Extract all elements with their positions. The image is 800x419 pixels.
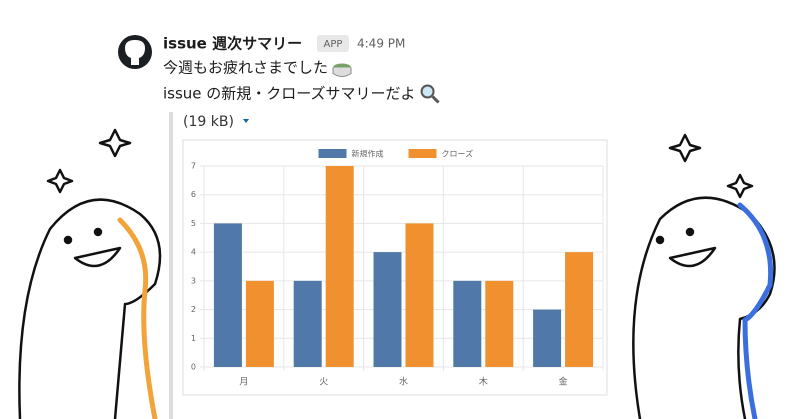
y-tick-label: 6	[191, 190, 196, 199]
file-size[interactable]: (19 kB)	[183, 114, 234, 130]
y-tick-label: 7	[191, 162, 196, 171]
y-tick-label: 3	[191, 276, 196, 285]
legend-swatch	[318, 149, 347, 158]
bar	[325, 166, 354, 367]
tea-emoji	[332, 63, 352, 77]
legend-label: 新規作成	[352, 149, 384, 159]
bar	[453, 280, 482, 367]
message-line: issue の新規・クローズサマリーだよ	[163, 85, 416, 103]
bar	[485, 280, 514, 367]
app-badge: APP	[324, 39, 343, 50]
sender-name[interactable]: issue 週次サマリー	[163, 35, 302, 53]
bar	[213, 223, 242, 367]
expand-toggle[interactable]	[243, 119, 249, 123]
legend-label: クローズ	[442, 149, 474, 159]
search-emoji	[420, 84, 440, 104]
x-tick-label: 月	[239, 377, 248, 388]
attachment-bar	[169, 112, 173, 419]
bar	[565, 252, 594, 367]
timestamp[interactable]: 4:49 PM	[357, 37, 405, 51]
y-tick-label: 5	[191, 219, 196, 228]
bar	[293, 280, 322, 367]
bar	[533, 309, 562, 367]
x-tick-label: 金	[559, 376, 568, 388]
x-tick-label: 火	[319, 377, 328, 388]
x-tick-label: 水	[399, 376, 408, 388]
right-character	[632, 133, 776, 419]
bar	[405, 223, 434, 367]
message-line: 今週もお疲れさまでした	[163, 59, 328, 77]
bar	[245, 280, 274, 367]
y-tick-label: 1	[191, 334, 196, 343]
left-character	[18, 128, 162, 419]
y-tick-label: 4	[191, 248, 196, 257]
bar	[373, 252, 402, 367]
badge-bg	[317, 35, 349, 52]
y-tick-label: 0	[191, 363, 196, 372]
legend-swatch	[408, 149, 437, 158]
y-tick-label: 2	[191, 305, 196, 314]
x-tick-label: 木	[479, 376, 488, 388]
avatar	[118, 35, 152, 69]
